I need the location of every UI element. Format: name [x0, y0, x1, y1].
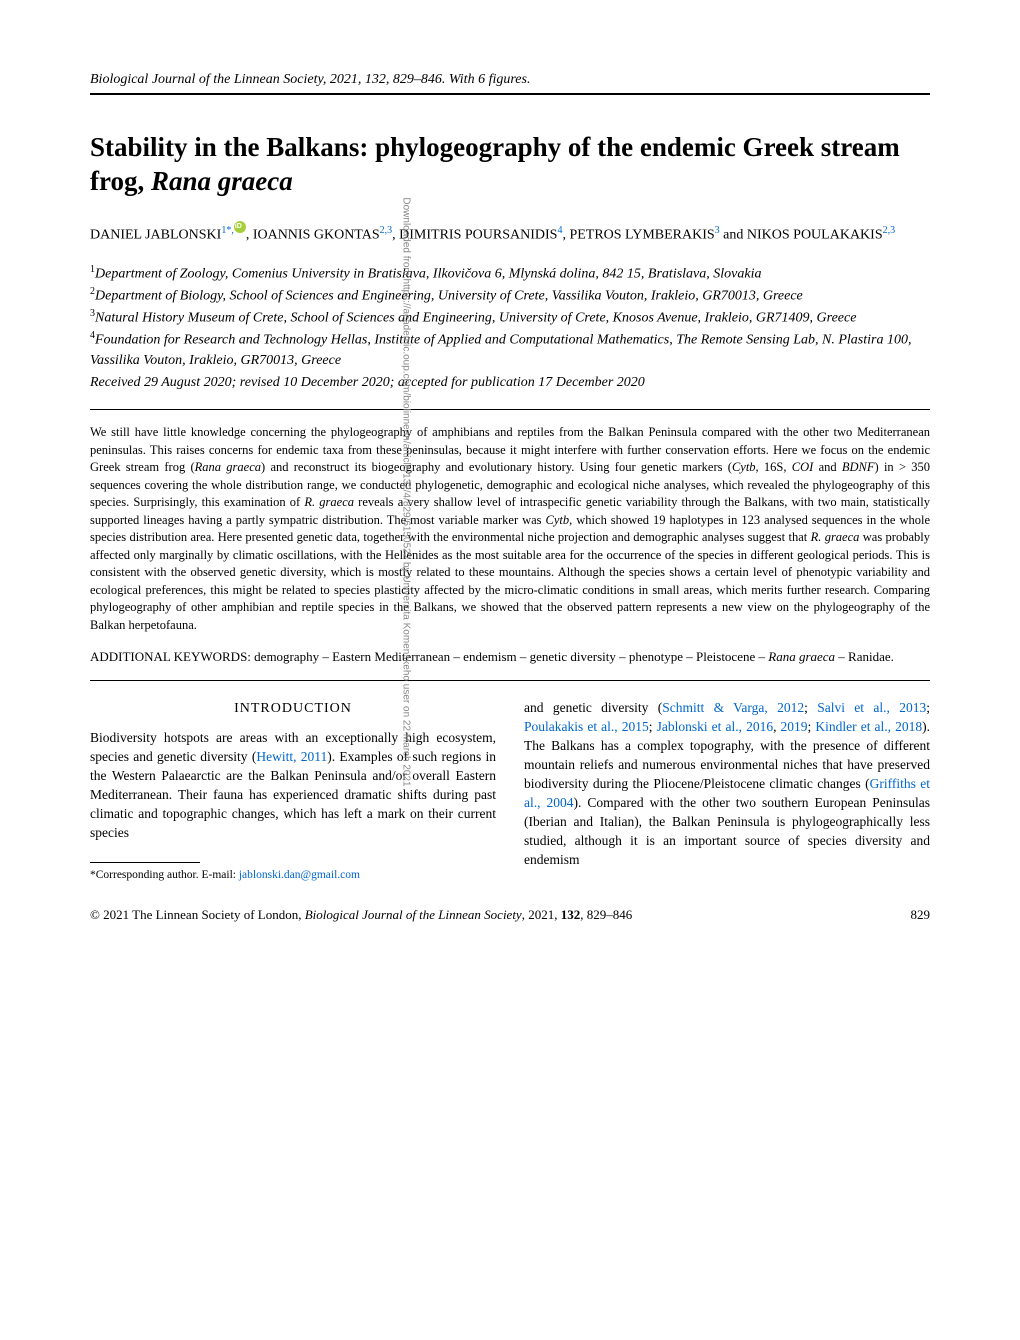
citation-link[interactable]: Kindler et al., 2018: [815, 719, 922, 734]
divider: [90, 680, 930, 681]
author-name: and NIKOS POULAKAKIS: [720, 227, 883, 242]
marker-name: BDNF: [842, 460, 875, 474]
author-name: , DIMITRIS POURSANIDIS: [392, 227, 557, 242]
author-name: , IOANNIS GKONTAS: [246, 227, 380, 242]
abstract-text: , 16S,: [756, 460, 792, 474]
citation-link[interactable]: Hewitt, 2011: [256, 749, 327, 764]
affiliation-line: 2Department of Biology, School of Scienc…: [90, 285, 930, 307]
abstract: We still have little knowledge concernin…: [90, 424, 930, 634]
body-columns: INTRODUCTION Biodiversity hotspots are a…: [90, 699, 930, 883]
footnote-divider: [90, 862, 200, 863]
affil-ref[interactable]: 2,3: [883, 225, 896, 236]
affiliation-line: 3Natural History Museum of Crete, School…: [90, 307, 930, 329]
footer-text: , 829–846: [580, 907, 632, 922]
intro-paragraph: and genetic diversity (Schmitt & Varga, …: [524, 699, 930, 869]
received-dates: Received 29 August 2020; revised 10 Dece…: [90, 375, 930, 391]
divider: [90, 93, 930, 95]
citation-link[interactable]: Poulakakis et al., 2015: [524, 719, 649, 734]
citation-link[interactable]: Salvi et al., 2013: [817, 700, 926, 715]
footer-text: , 2021,: [522, 907, 561, 922]
corresponding-footnote: *Corresponding author. E-mail: jablonski…: [90, 867, 496, 883]
affil-text: Department of Zoology, Comenius Universi…: [95, 267, 761, 282]
affil-ref[interactable]: 1*,: [221, 225, 234, 236]
affiliations: 1Department of Zoology, Comenius Univers…: [90, 263, 930, 371]
right-column: and genetic diversity (Schmitt & Varga, …: [524, 699, 930, 883]
affil-text: Natural History Museum of Crete, School …: [95, 311, 856, 326]
abstract-text: and: [813, 460, 842, 474]
species-name: R. graeca: [811, 530, 860, 544]
keywords-text: demography – Eastern Mediterranean – end…: [254, 649, 768, 664]
copyright: © 2021 The Linnean Society of London, Bi…: [90, 907, 632, 923]
marker-name: Cytb: [546, 513, 570, 527]
title-species: Rana graeca: [151, 166, 293, 196]
copyright-text: © 2021 The Linnean Society of London,: [90, 907, 305, 922]
body-text: ,: [773, 719, 780, 734]
affil-text: Foundation for Research and Technology H…: [90, 333, 911, 368]
body-text: ;: [804, 700, 817, 715]
citation-link[interactable]: Schmitt & Varga, 2012: [662, 700, 804, 715]
abstract-text: was probably affected only marginally by…: [90, 530, 930, 632]
download-sidebar: Downloaded from https://academic.oup.com…: [401, 0, 412, 1092]
footnote-text: *Corresponding author. E-mail:: [90, 869, 239, 881]
body-text: and genetic diversity (: [524, 700, 662, 715]
authors: DANIEL JABLONSKI1*,, IOANNIS GKONTAS2,3,…: [90, 221, 930, 246]
keywords-label: ADDITIONAL KEYWORDS:: [90, 649, 254, 664]
journal-name: Biological Journal of the Linnean Societ…: [305, 907, 522, 922]
left-column: INTRODUCTION Biodiversity hotspots are a…: [90, 699, 496, 883]
keyword-species: Rana graeca: [768, 649, 835, 664]
divider: [90, 409, 930, 410]
intro-paragraph: Biodiversity hotspots are areas with an …: [90, 729, 496, 842]
author-name: DANIEL JABLONSKI: [90, 227, 221, 242]
abstract-text: ) and reconstruct its biogeography and e…: [261, 460, 732, 474]
citation-link[interactable]: Jablonski et al., 2016: [657, 719, 774, 734]
orcid-icon[interactable]: [234, 221, 246, 233]
affil-ref[interactable]: 2,3: [380, 225, 393, 236]
citation-link[interactable]: 2019: [781, 719, 808, 734]
affil-text: Department of Biology, School of Science…: [95, 289, 803, 304]
body-text: ;: [649, 719, 657, 734]
body-text: ). Compared with the other two southern …: [524, 795, 930, 867]
section-heading-intro: INTRODUCTION: [90, 699, 496, 719]
marker-name: Cytb: [732, 460, 756, 474]
species-name: Rana graeca: [195, 460, 261, 474]
marker-name: COI: [792, 460, 814, 474]
affiliation-line: 4Foundation for Research and Technology …: [90, 329, 930, 371]
email-link[interactable]: jablonski.dan@gmail.com: [239, 869, 360, 881]
body-text: ;: [926, 700, 930, 715]
author-name: , PETROS LYMBERAKIS: [562, 227, 714, 242]
volume: 132: [561, 907, 581, 922]
affiliation-line: 1Department of Zoology, Comenius Univers…: [90, 263, 930, 285]
article-title: Stability in the Balkans: phylogeography…: [90, 131, 930, 199]
keywords: ADDITIONAL KEYWORDS: demography – Easter…: [90, 648, 930, 666]
keywords-text: – Ranidae.: [835, 649, 894, 664]
page-number: 829: [911, 907, 931, 923]
journal-header: Biological Journal of the Linnean Societ…: [90, 72, 930, 88]
species-name: R. graeca: [304, 495, 354, 509]
page-footer: © 2021 The Linnean Society of London, Bi…: [90, 907, 930, 923]
